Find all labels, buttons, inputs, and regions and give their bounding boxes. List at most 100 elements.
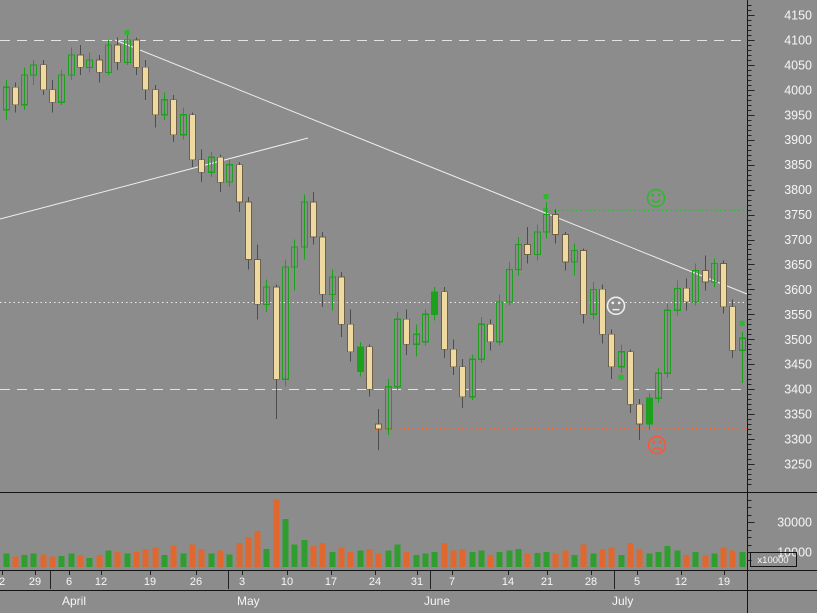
descending-trendline[interactable] <box>114 39 748 295</box>
candle-down <box>198 149 205 183</box>
plot-area[interactable] <box>0 0 747 492</box>
volume-bar <box>245 537 252 567</box>
volume-bar <box>618 555 625 567</box>
candle-down <box>40 59 47 95</box>
volume-bar <box>273 499 280 567</box>
volume-layer <box>3 499 746 567</box>
candle-body <box>142 67 149 91</box>
candle-down <box>77 44 84 75</box>
volume-bar <box>236 543 243 567</box>
candle-body <box>57 74 66 103</box>
candle-body <box>450 348 457 368</box>
candle-down <box>245 197 252 270</box>
smiley-neutral-icon[interactable] <box>606 296 626 316</box>
volume-bar <box>608 547 615 567</box>
target-line-3760-anchor[interactable] <box>543 208 548 213</box>
volume-bar <box>720 547 727 567</box>
smiley-mouth <box>651 199 661 203</box>
candle-body <box>617 351 626 368</box>
candle-body <box>646 397 653 425</box>
volume-bar <box>459 549 466 567</box>
signal-marker[interactable] <box>618 374 624 380</box>
candle-body <box>338 276 345 325</box>
smiley-eye-right <box>657 193 661 197</box>
candle-body <box>702 270 709 283</box>
candle-body <box>20 74 29 106</box>
date-tick-label: 26 <box>190 576 202 588</box>
candle-body <box>599 289 606 335</box>
volume-bar <box>627 543 634 567</box>
date-tick-label: 6 <box>66 576 72 588</box>
candle-down <box>487 319 494 351</box>
candle-body <box>589 288 598 315</box>
candle-down <box>636 399 643 441</box>
candle-body <box>217 156 224 183</box>
smiley-sad-icon[interactable] <box>647 435 667 455</box>
month-label: April <box>62 594 86 608</box>
signal-marker[interactable] <box>739 320 745 326</box>
smiley-face <box>647 435 667 455</box>
candle-body <box>152 89 159 116</box>
volume-bar <box>254 531 261 567</box>
volume-bar <box>189 544 196 567</box>
price-axis[interactable]: 4150 4100 4050 4000 3950 3900 3850 3800 3750 3700… <box>747 5 813 567</box>
smiley-eye-right <box>617 301 621 305</box>
candle-body <box>170 99 177 136</box>
smiley-eye-left <box>611 301 615 305</box>
candle-body <box>505 268 514 303</box>
candle-body <box>412 333 421 345</box>
volume-bar <box>711 553 718 567</box>
volume-bar <box>347 552 354 567</box>
volume-bar <box>180 553 187 567</box>
candle-body <box>179 114 188 136</box>
candle-body <box>29 64 38 76</box>
volume-axis-label: 30000 <box>777 516 812 530</box>
volume-bar <box>580 544 587 567</box>
volume-bar <box>692 552 699 567</box>
candle-down <box>627 349 634 414</box>
volume-bar <box>441 543 448 567</box>
candle-up <box>123 34 132 65</box>
candle-body <box>720 263 727 308</box>
volume-bar <box>105 550 112 567</box>
candle-up <box>29 59 38 85</box>
candle-body <box>104 44 113 73</box>
candle-down <box>152 84 159 128</box>
volume-bar <box>571 555 578 567</box>
candle-down <box>683 278 690 311</box>
candle-body <box>366 346 373 390</box>
date-tick-label: 21 <box>541 576 553 588</box>
candle-body <box>12 86 19 106</box>
volume-multiplier-label: x10000 <box>757 555 788 566</box>
candle-body <box>236 164 243 203</box>
candle-body <box>663 309 672 374</box>
volume-bar <box>534 552 541 567</box>
candle-down <box>403 309 410 356</box>
candle-body <box>77 54 84 68</box>
volume-bar <box>357 550 364 567</box>
volume-bar <box>226 554 233 567</box>
candle-up <box>262 279 271 312</box>
date-axis[interactable]: 2 29 6 12 19 26 3 10 17 24 31 7 14 21 28 5 12 19 April May J… <box>0 571 730 608</box>
candle-body <box>421 313 430 343</box>
smiley-happy-icon[interactable] <box>646 188 666 208</box>
candle-body <box>683 288 690 303</box>
volume-bar <box>301 540 308 567</box>
candle-body <box>570 249 579 263</box>
signal-markers <box>124 29 745 380</box>
candle-up <box>357 341 364 377</box>
signal-marker[interactable] <box>124 29 130 35</box>
candle-down <box>702 255 709 291</box>
candle-down <box>441 286 448 359</box>
price-axis-label: 3650 <box>784 258 812 272</box>
candle-up <box>431 286 438 321</box>
volume-bar <box>329 552 336 567</box>
signal-marker[interactable] <box>543 194 549 200</box>
ascending-trendline[interactable] <box>0 137 309 220</box>
volume-bar <box>30 553 37 567</box>
date-tick-label: 19 <box>144 576 156 588</box>
volume-bar <box>161 555 168 567</box>
candle-down <box>319 232 326 307</box>
